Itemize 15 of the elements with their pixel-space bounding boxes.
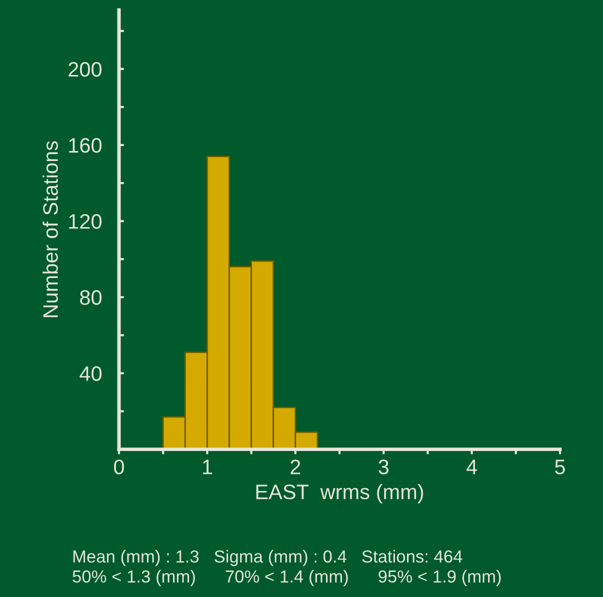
x-tick-label: 0 [114,460,124,474]
x-tick-label: 4 [466,460,477,474]
y-tick-label: 40 [80,366,102,381]
x-tick-label: 2 [290,460,300,474]
y-axis-title: Number of Stations [42,141,58,318]
y-tick-label: 200 [68,62,102,77]
text: 50% < 1.3 (mm) 70% < 1.4 (mm) 95% < 1.9 (mm) [72,570,501,586]
x-axis-title: EAST wrms (mm) [256,484,424,504]
text: Mean (mm) : 1.3 Sigma (mm) : 0.4 Stations: 464 [73,550,462,566]
x-tick-label: 5 [555,460,565,474]
y-tick-label: 120 [69,214,102,229]
x-tick-label: 3 [378,460,388,474]
y-tick-label: 160 [69,138,102,153]
x-tick-label: 1 [202,460,212,474]
y-tick-label: 80 [80,290,102,305]
